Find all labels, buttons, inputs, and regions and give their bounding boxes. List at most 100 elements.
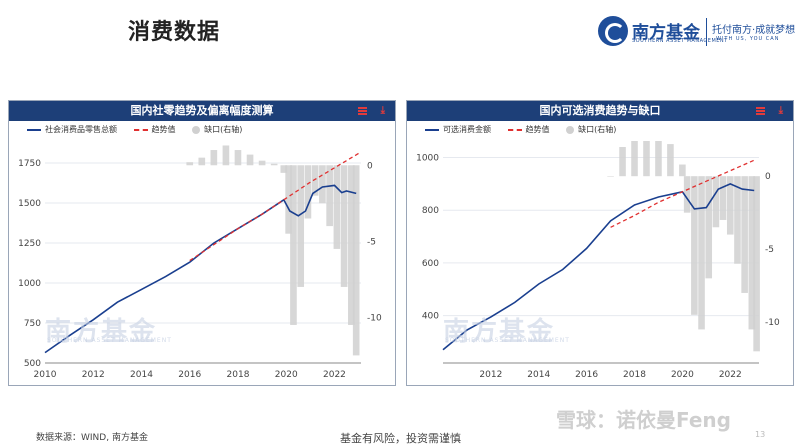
menu-icon[interactable] xyxy=(756,107,765,115)
chart-legend: 可选消费金额 趋势值 缺口(右轴) xyxy=(425,124,630,135)
gap-bar xyxy=(348,165,355,325)
legend-item-trend[interactable]: 趋势值 xyxy=(507,124,550,135)
x-tick-label: 2020 xyxy=(671,370,694,380)
gap-bar xyxy=(210,150,218,166)
gap-bar xyxy=(683,176,691,213)
y-right-tick-label: 0 xyxy=(765,172,771,182)
x-tick-label: 2012 xyxy=(82,370,105,380)
y-left-tick-label: 750 xyxy=(24,319,41,329)
gap-bar xyxy=(631,141,638,177)
gap-bar xyxy=(198,157,206,166)
gap-bar xyxy=(234,150,242,166)
x-tick-label: 2012 xyxy=(479,370,502,380)
legend-item-actual[interactable]: 可选消费金额 xyxy=(425,124,491,135)
gap-bar xyxy=(280,165,288,173)
y-left-tick-label: 500 xyxy=(24,359,41,369)
y-left-tick-label: 1000 xyxy=(18,279,41,289)
chart-watermark: 南方基金 xyxy=(443,317,556,347)
gap-bar xyxy=(258,160,266,166)
x-tick-label: 2014 xyxy=(527,370,550,380)
chart-title: 国内社零趋势及偏离幅度测算 xyxy=(130,104,274,117)
trend-line xyxy=(610,159,755,228)
x-tick-label: 2010 xyxy=(34,370,57,380)
gap-bar xyxy=(643,141,650,177)
actual-line xyxy=(442,183,755,351)
y-right-tick-label: 0 xyxy=(367,161,373,171)
gap-bar xyxy=(352,165,360,356)
gap-bar xyxy=(311,165,319,196)
legend-item-actual[interactable]: 社会消费品零售总额 xyxy=(27,124,117,135)
gap-bar xyxy=(753,176,760,352)
gap-bar xyxy=(340,165,348,287)
x-tick-label: 2018 xyxy=(227,370,250,380)
page-title: 消费数据 xyxy=(128,20,221,45)
y-left-tick-label: 400 xyxy=(422,312,439,322)
logo-name: 南方基金 xyxy=(632,23,700,43)
chart-header: 国内社零趋势及偏离幅度测算 ⤓ xyxy=(9,101,395,121)
x-tick-label: 2016 xyxy=(178,370,201,380)
chart-watermark-en: SOUTHERN ASSET MANAGEMENT xyxy=(445,337,570,344)
x-tick-label: 2016 xyxy=(575,370,598,380)
gap-bar xyxy=(270,163,278,166)
gap-bar xyxy=(285,165,292,234)
gap-bar xyxy=(246,154,254,166)
legend-label-actual: 可选消费金额 xyxy=(443,125,491,134)
y-left-tick-label: 600 xyxy=(422,259,439,269)
legend-swatch-dot xyxy=(566,125,575,134)
x-tick-label: 2022 xyxy=(719,370,742,380)
chart-legend: 社会消费品零售总额 趋势值 缺口(右轴) xyxy=(27,124,256,135)
chart-panel-retail-sales: 国内社零趋势及偏离幅度测算 ⤓ 社会消费品零售总额 趋势值 缺口(右轴) 201… xyxy=(8,100,396,386)
logo-divider xyxy=(706,18,707,46)
gap-bar xyxy=(186,162,194,166)
legend-swatch-line xyxy=(425,128,439,131)
y-right-tick-label: -10 xyxy=(765,318,780,328)
brand-logo: 南方基金 SOUTHERN ASSET MANAGEMENT 托付南方·成就梦想… xyxy=(598,16,798,50)
legend-swatch-dashed xyxy=(133,128,148,131)
legend-swatch-line xyxy=(27,128,41,131)
y-left-tick-label: 1000 xyxy=(416,154,439,164)
y-left-tick-label: 800 xyxy=(422,206,439,216)
gap-bar xyxy=(698,176,705,330)
gap-bar xyxy=(734,176,741,264)
gap-bar xyxy=(290,165,297,325)
gap-bar xyxy=(619,147,626,177)
gap-bar xyxy=(655,141,662,177)
gap-bar xyxy=(333,165,341,249)
y-right-tick-label: -5 xyxy=(367,237,376,247)
gap-bar xyxy=(691,176,698,315)
chart-plot-area: 2010 2012 2014 2016 2018 2020 2022 500 750 1000 12… xyxy=(18,145,382,380)
gap-bar xyxy=(607,176,614,177)
gap-bar xyxy=(297,165,305,287)
legend-item-gap[interactable]: 缺口(右轴) xyxy=(192,124,242,135)
x-tick-label: 2022 xyxy=(323,370,346,380)
gap-bar xyxy=(326,165,333,227)
download-icon[interactable]: ⤓ xyxy=(778,105,783,116)
legend-swatch-dashed xyxy=(507,128,522,131)
legend-label-trend: 趋势值 xyxy=(525,125,550,134)
chart-header: 国内可选消费趋势与缺口 ⤓ xyxy=(407,101,793,121)
menu-icon[interactable] xyxy=(358,107,367,115)
legend-label-gap: 缺口(右轴) xyxy=(578,125,617,134)
chart-panel-discretionary: 国内可选消费趋势与缺口 ⤓ 可选消费金额 趋势值 缺口(右轴) 2012 2014… xyxy=(406,100,794,386)
data-source-note: 数据来源：WIND, 南方基金 xyxy=(36,433,148,443)
legend-item-trend[interactable]: 趋势值 xyxy=(133,124,176,135)
gap-bar xyxy=(679,164,686,177)
legend-item-gap[interactable]: 缺口(右轴) xyxy=(566,124,616,135)
gap-bar xyxy=(222,145,230,166)
risk-disclaimer: 基金有风险，投资需谨慎 xyxy=(340,432,461,445)
legend-label-gap: 缺口(右轴) xyxy=(204,125,243,134)
gap-bar xyxy=(319,165,326,204)
gap-bar xyxy=(667,144,674,177)
chart-title: 国内可选消费趋势与缺口 xyxy=(539,104,661,117)
legend-label-actual: 社会消费品零售总额 xyxy=(45,125,117,134)
download-icon[interactable]: ⤓ xyxy=(380,105,385,116)
y-left-tick-label: 1750 xyxy=(18,159,41,169)
gap-bar xyxy=(748,176,756,330)
legend-label-trend: 趋势值 xyxy=(151,125,176,134)
gap-bar xyxy=(304,165,312,219)
logo-slogan-en: WITH US, YOU CAN xyxy=(716,36,780,42)
logo-name-en: SOUTHERN ASSET MANAGEMENT xyxy=(632,38,728,44)
logo-slogan: 托付南方·成就梦想 xyxy=(712,25,796,36)
y-right-tick-label: -10 xyxy=(367,313,382,323)
logo-mark-icon xyxy=(598,16,628,46)
